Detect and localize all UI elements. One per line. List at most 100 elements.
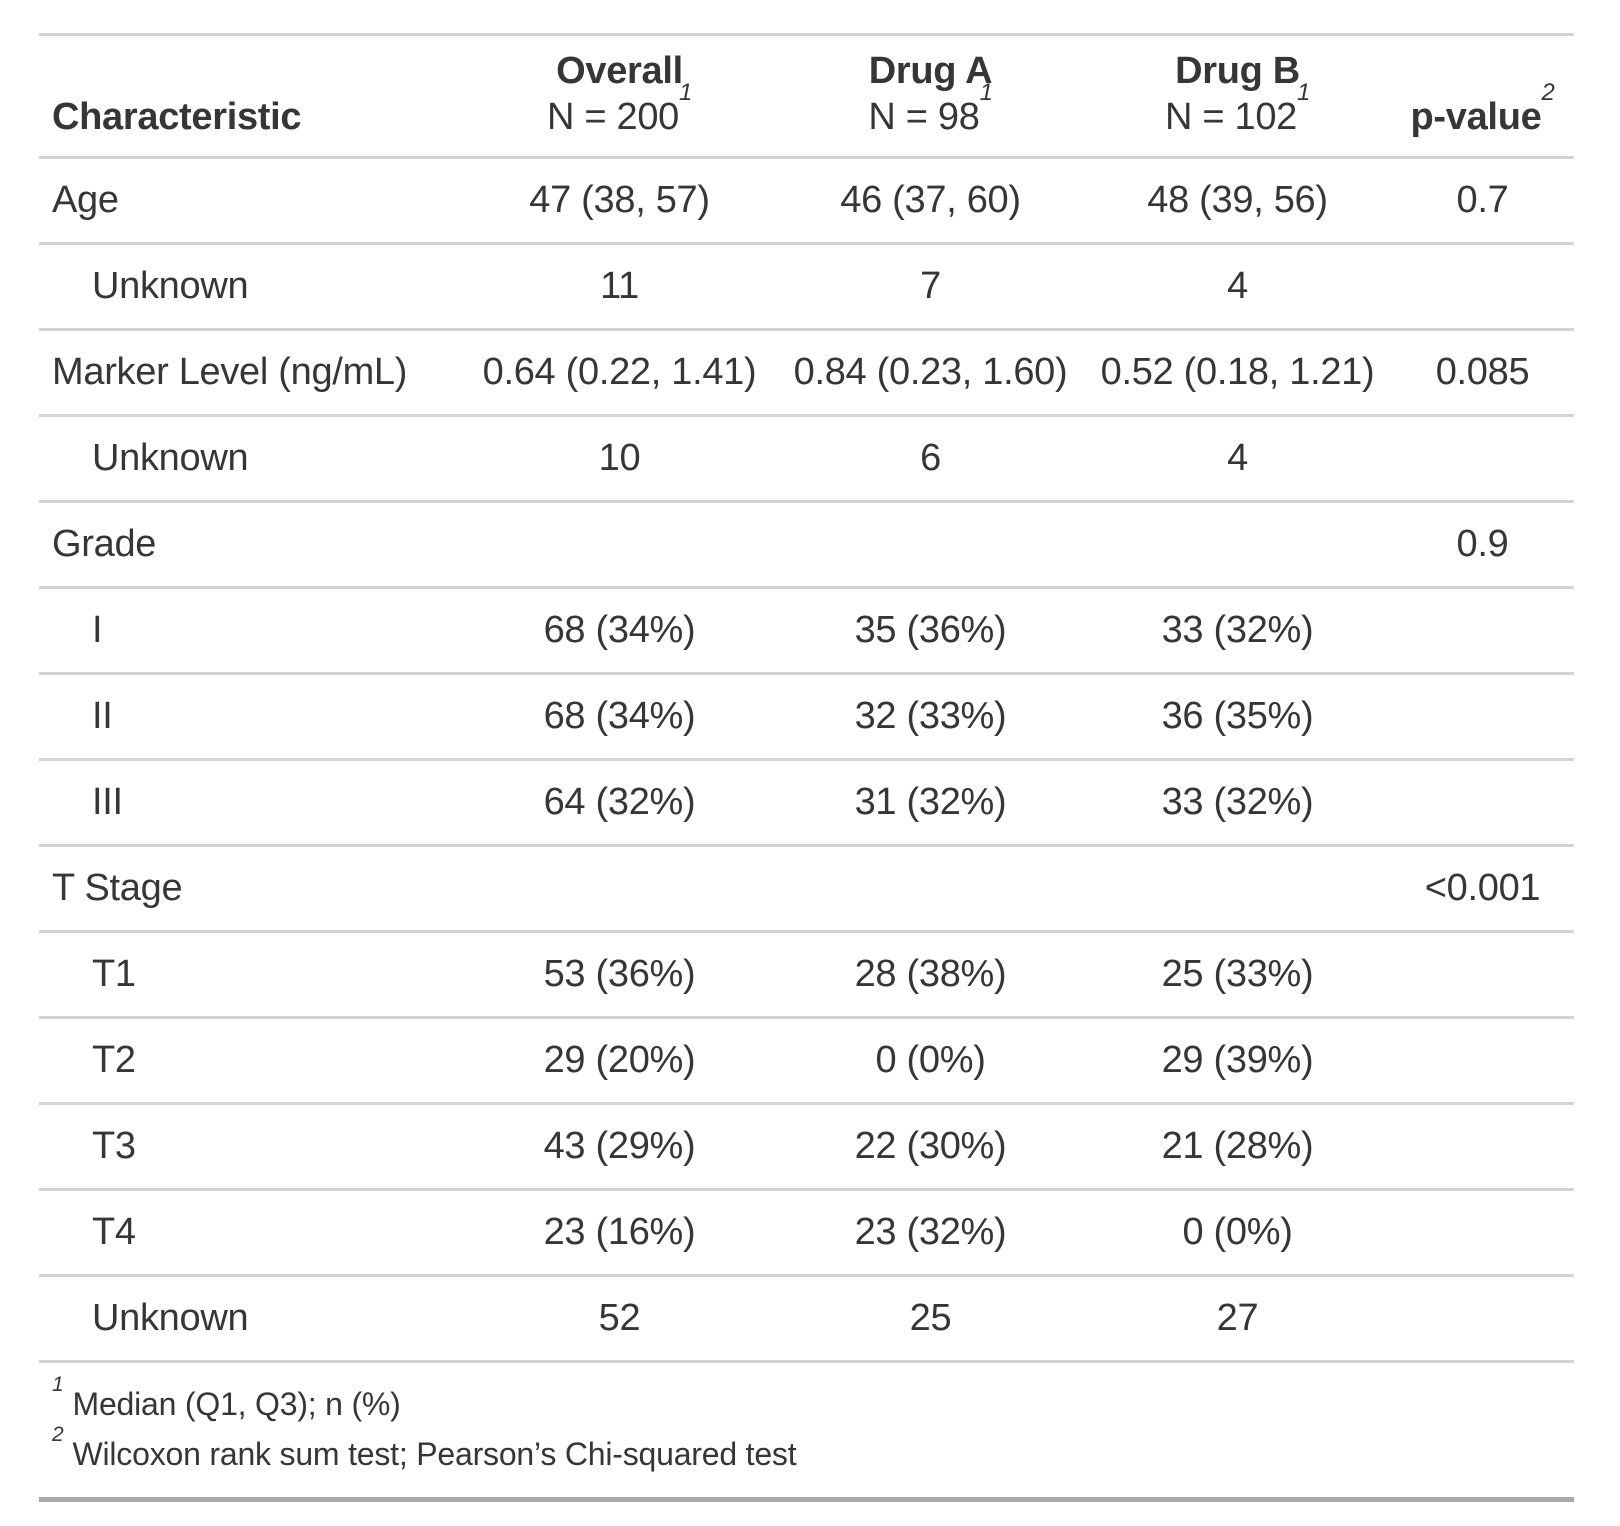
footnotes-row: 1 Median (Q1, Q3); n (%) 2 Wilcoxon rank su… <box>39 1360 1574 1500</box>
row-label-cell: Unknown <box>39 242 462 330</box>
row-label-cell: T2 <box>39 1016 462 1104</box>
p-value-cell <box>1391 1102 1574 1190</box>
drug-b-cell: 4 <box>1084 242 1391 330</box>
column-title: Characteristic <box>52 96 302 138</box>
table-row: I 68 (34%) 35 (36%) 33 (32%) <box>39 586 1574 674</box>
footnote-marker: 2 <box>52 1422 64 1446</box>
drug-a-cell <box>777 844 1084 932</box>
row-label-cell: Grade <box>39 500 462 588</box>
table-row: Age 47 (38, 57) 46 (37, 60) 48 (39, 56) 0.7 <box>39 156 1574 244</box>
drug-b-cell: 48 (39, 56) <box>1084 156 1391 244</box>
table-row: Unknown 11 7 4 <box>39 242 1574 330</box>
table-row: III 64 (32%) 31 (32%) 33 (32%) <box>39 758 1574 846</box>
drug-a-cell: 23 (32%) <box>777 1188 1084 1276</box>
table-row: Unknown 10 6 4 <box>39 414 1574 502</box>
drug-a-cell: 22 (30%) <box>777 1102 1084 1190</box>
drug-b-cell: 4 <box>1084 414 1391 502</box>
table-header: Characteristic Overall N = 2001 Drug A N… <box>39 34 1574 159</box>
overall-cell <box>462 844 777 932</box>
drug-a-cell: 0 (0%) <box>777 1016 1084 1104</box>
n-value: N = 102 <box>1164 96 1297 138</box>
overall-cell: 53 (36%) <box>462 930 777 1018</box>
p-value-cell <box>1391 930 1574 1018</box>
drug-b-cell <box>1084 500 1391 588</box>
overall-cell <box>462 500 777 588</box>
overall-cell: 68 (34%) <box>462 672 777 760</box>
column-n-label: N = 981 <box>783 81 1078 140</box>
row-label-cell: T4 <box>39 1188 462 1276</box>
drug-b-cell: 21 (28%) <box>1084 1102 1391 1190</box>
row-label-cell: I <box>39 586 462 674</box>
footnote-marker: 1 <box>679 79 693 107</box>
drug-b-cell: 29 (39%) <box>1084 1016 1391 1104</box>
footnote-marker: 2 <box>1541 79 1555 107</box>
column-title: Drug B <box>1175 50 1300 92</box>
table-row: T2 29 (20%) 0 (0%) 29 (39%) <box>39 1016 1574 1104</box>
drug-a-cell: 46 (37, 60) <box>777 156 1084 244</box>
table-row: T3 43 (29%) 22 (30%) 21 (28%) <box>39 1102 1574 1190</box>
drug-b-cell: 27 <box>1084 1274 1391 1362</box>
column-n-label: N = 1021 <box>1090 81 1385 140</box>
column-title: Drug A <box>868 50 993 92</box>
drug-a-cell: 6 <box>777 414 1084 502</box>
table-row: Marker Level (ng/mL) 0.64 (0.22, 1.41) 0.8… <box>39 328 1574 416</box>
drug-b-cell: 25 (33%) <box>1084 930 1391 1018</box>
overall-cell: 68 (34%) <box>462 586 777 674</box>
p-value-cell: <0.001 <box>1391 844 1574 932</box>
column-header-overall: Overall N = 2001 <box>462 34 777 159</box>
footnote-text: Median (Q1, Q3); n (%) <box>72 1386 401 1422</box>
column-header-drug-b: Drug B N = 1021 <box>1084 34 1391 159</box>
overall-cell: 23 (16%) <box>462 1188 777 1276</box>
table-row: Unknown 52 25 27 <box>39 1274 1574 1362</box>
column-n-label: N = 2001 <box>468 81 771 140</box>
footnote: 1 Median (Q1, Q3); n (%) <box>52 1374 1566 1429</box>
row-label-cell: III <box>39 758 462 846</box>
p-value-cell: 0.7 <box>1391 156 1574 244</box>
footnote-marker: 1 <box>52 1372 64 1396</box>
row-label-cell: Marker Level (ng/mL) <box>39 328 462 416</box>
footnote: 2 Wilcoxon rank sum test; Pearson’s Chi-s… <box>52 1424 1566 1479</box>
header-row: Characteristic Overall N = 2001 Drug A N… <box>39 34 1574 159</box>
footnotes-cell: 1 Median (Q1, Q3); n (%) 2 Wilcoxon rank su… <box>39 1360 1574 1500</box>
row-label-cell: Unknown <box>39 414 462 502</box>
row-label-cell: T3 <box>39 1102 462 1190</box>
drug-b-cell: 33 (32%) <box>1084 758 1391 846</box>
drug-a-cell: 32 (33%) <box>777 672 1084 760</box>
overall-cell: 0.64 (0.22, 1.41) <box>462 328 777 416</box>
p-value-cell: 0.9 <box>1391 500 1574 588</box>
p-value-cell <box>1391 758 1574 846</box>
table-row: II 68 (34%) 32 (33%) 36 (35%) <box>39 672 1574 760</box>
n-value: N = 98 <box>868 96 980 138</box>
p-value-cell <box>1391 414 1574 502</box>
overall-cell: 64 (32%) <box>462 758 777 846</box>
overall-cell: 47 (38, 57) <box>462 156 777 244</box>
row-label-cell: Age <box>39 156 462 244</box>
drug-a-cell: 25 <box>777 1274 1084 1362</box>
column-title: p-value <box>1410 96 1542 138</box>
overall-cell: 10 <box>462 414 777 502</box>
p-value-cell <box>1391 1016 1574 1104</box>
column-title: Overall <box>556 50 683 92</box>
p-value-cell <box>1391 1188 1574 1276</box>
drug-b-cell: 33 (32%) <box>1084 586 1391 674</box>
overall-cell: 11 <box>462 242 777 330</box>
row-label-cell: II <box>39 672 462 760</box>
drug-b-cell: 36 (35%) <box>1084 672 1391 760</box>
row-label-cell: T1 <box>39 930 462 1018</box>
drug-a-cell: 7 <box>777 242 1084 330</box>
drug-a-cell: 31 (32%) <box>777 758 1084 846</box>
p-value-cell <box>1391 672 1574 760</box>
table-body: Age 47 (38, 57) 46 (37, 60) 48 (39, 56) 0.7 U… <box>39 156 1574 1362</box>
drug-a-cell <box>777 500 1084 588</box>
row-label-cell: Unknown <box>39 1274 462 1362</box>
drug-b-cell <box>1084 844 1391 932</box>
footnote-text: Wilcoxon rank sum test; Pearson’s Chi-sq… <box>72 1436 797 1472</box>
table-row: T1 53 (36%) 28 (38%) 25 (33%) <box>39 930 1574 1018</box>
overall-cell: 43 (29%) <box>462 1102 777 1190</box>
table-row: T4 23 (16%) 23 (32%) 0 (0%) <box>39 1188 1574 1276</box>
column-header-characteristic: Characteristic <box>39 34 462 159</box>
drug-a-cell: 28 (38%) <box>777 930 1084 1018</box>
table-footer: 1 Median (Q1, Q3); n (%) 2 Wilcoxon rank su… <box>39 1360 1574 1500</box>
footnote-marker: 1 <box>1297 79 1311 107</box>
